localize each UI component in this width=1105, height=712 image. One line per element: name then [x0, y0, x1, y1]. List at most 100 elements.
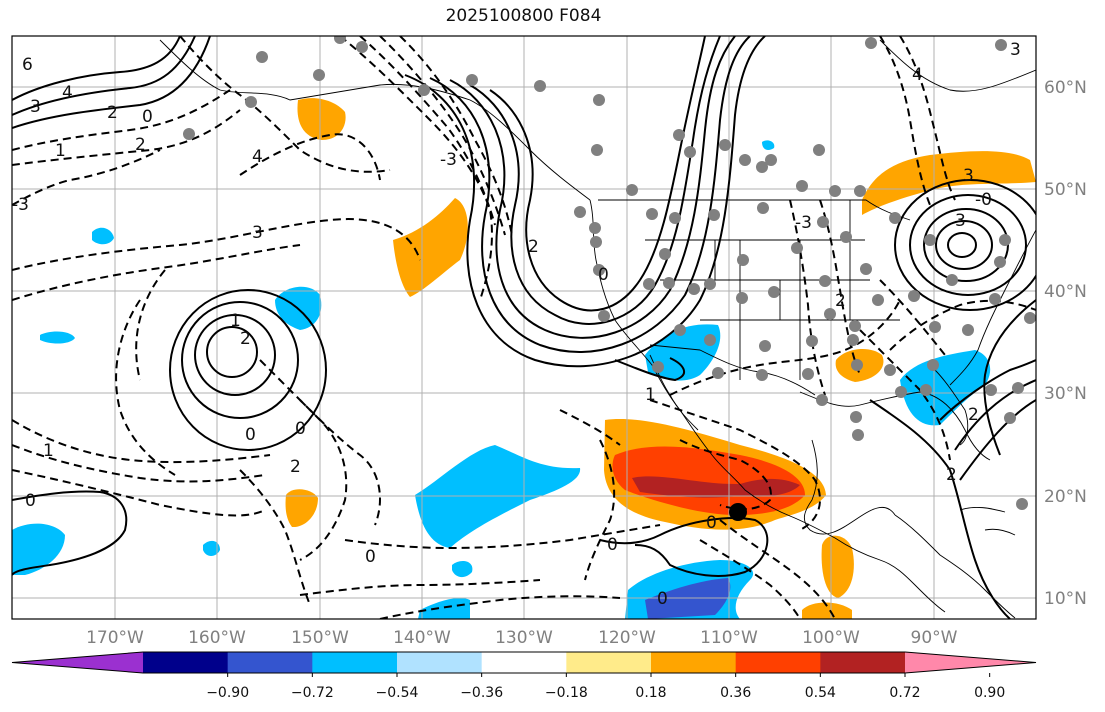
contour-label: 2	[968, 405, 979, 425]
contour-line	[12, 109, 241, 166]
contour-label: 3	[955, 211, 966, 231]
contour-line	[959, 399, 1036, 481]
positive-anomaly-region	[821, 535, 854, 598]
contour-label: 0	[295, 419, 306, 439]
longitude-label: 120°W	[598, 628, 656, 648]
colorbar-swatch	[820, 652, 906, 673]
contour-line	[669, 299, 901, 396]
map-frame	[11, 35, 1037, 620]
colorbar-tick-label: 0.18	[635, 685, 666, 701]
contour-line	[379, 36, 506, 236]
negative-anomaly-region	[900, 350, 991, 426]
contour-label: 2	[946, 465, 957, 485]
florida	[934, 369, 969, 446]
contour-line	[899, 36, 956, 201]
contour-line	[339, 36, 493, 301]
colorbar-tick-label: −0.54	[376, 685, 419, 701]
contour-label: 0	[607, 535, 618, 555]
negative-anomaly-region	[452, 560, 473, 578]
contour-line	[819, 199, 861, 376]
positive-anomaly-region	[802, 602, 852, 619]
latitude-label: 60°N	[1044, 78, 1087, 98]
caribbean-islands	[959, 506, 1016, 536]
contour-line	[12, 149, 161, 206]
contour-line	[679, 439, 772, 511]
contour-label: -3	[12, 195, 29, 215]
canada-us-border	[598, 199, 911, 221]
contour-label: 4	[912, 65, 923, 85]
contour-line	[983, 299, 1036, 456]
longitude-label: 110°W	[700, 628, 758, 648]
colorbar-tick-label: 0.54	[805, 685, 836, 701]
colorbar-extension-high	[905, 652, 1036, 673]
contour-ring	[935, 220, 993, 270]
colorbar-swatch	[143, 652, 229, 673]
contour-line	[259, 359, 348, 561]
colorbar: −0.90 −0.72 −0.54 −0.36 −0.18 0.18 0.36 0.54 0.7…	[11, 651, 1037, 701]
contour-line	[239, 133, 381, 181]
longitude-label: 90°W	[911, 628, 958, 648]
contour-ring	[206, 326, 258, 378]
contour-line	[584, 439, 616, 581]
contour-label: 2	[107, 103, 118, 123]
storm-center-marker	[729, 503, 747, 521]
contour-label: 0	[657, 589, 668, 609]
contour-ring	[909, 194, 1027, 296]
contour-label: 0	[598, 265, 609, 285]
contour-line	[559, 409, 621, 446]
contour-label: 1	[230, 311, 241, 331]
contour-line	[12, 36, 181, 101]
station-dots	[183, 36, 1036, 510]
contour-label: 0	[142, 107, 153, 127]
contour-line	[299, 579, 541, 596]
latitude-label: 10°N	[1044, 589, 1087, 609]
colorbar-tick-label: −0.72	[291, 685, 334, 701]
positive-anomaly-region	[285, 489, 318, 528]
map-title: 2025100800 F084	[445, 6, 602, 26]
latitude-label: 20°N	[1044, 487, 1087, 507]
contour-line	[179, 36, 391, 173]
colorbar-tick-label: −0.90	[206, 685, 249, 701]
colorbar-swatch	[227, 652, 313, 673]
negative-anomaly-region	[762, 140, 775, 150]
contour-label: -3	[440, 150, 457, 170]
coastlines	[159, 39, 1036, 619]
colorbar-swatch	[566, 652, 652, 673]
contour-line	[12, 89, 231, 151]
colorbar-swatch	[312, 652, 398, 673]
contour-label: 2	[528, 237, 539, 257]
contour-ring	[181, 301, 299, 419]
contour-line	[115, 299, 176, 476]
latitude-label: 30°N	[1044, 384, 1087, 404]
contour-line	[299, 399, 381, 526]
colorbar-tick-label: −0.18	[545, 685, 588, 701]
dashed-contours	[12, 36, 1036, 619]
contour-line	[719, 519, 836, 619]
contour-line	[12, 444, 266, 483]
contour-line	[789, 199, 826, 396]
alaska-coast	[159, 39, 591, 201]
positive-anomaly-region	[297, 98, 346, 140]
gulf-coast	[799, 391, 991, 461]
contour-line	[889, 299, 1036, 351]
contour-line	[359, 36, 496, 226]
contour-line	[954, 379, 1036, 451]
contour-line	[614, 357, 685, 382]
longitude-label: 150°W	[291, 628, 349, 648]
contour-line	[12, 36, 211, 129]
colorbar-tick-label: −0.36	[460, 685, 503, 701]
contour-line	[12, 469, 266, 517]
contour-line	[12, 218, 421, 271]
negative-anomaly-region	[203, 540, 220, 556]
contour-ring	[194, 314, 276, 396]
contour-line	[135, 269, 166, 381]
contour-line	[469, 36, 721, 325]
colorbar-swatch	[397, 652, 483, 673]
negative-anomaly-region	[418, 598, 470, 619]
contour-label: 0	[365, 547, 376, 567]
contour-line	[12, 36, 196, 116]
solid-contours	[12, 36, 1036, 619]
contour-label: 4	[62, 83, 73, 103]
contour-line	[859, 329, 951, 461]
contour-line	[12, 490, 128, 576]
